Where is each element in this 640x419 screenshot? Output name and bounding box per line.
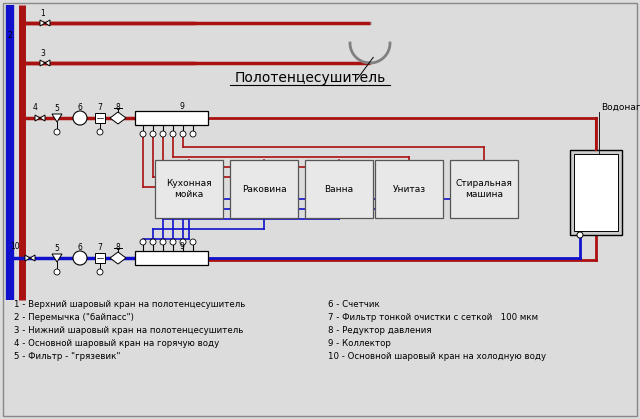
Circle shape xyxy=(140,131,146,137)
Circle shape xyxy=(97,269,103,275)
Text: 8 - Редуктор давления: 8 - Редуктор давления xyxy=(328,326,431,335)
Bar xyxy=(450,160,518,218)
Text: 9: 9 xyxy=(180,102,184,111)
Text: 10: 10 xyxy=(10,242,20,251)
Bar xyxy=(95,113,105,123)
Text: 5: 5 xyxy=(54,244,60,253)
Circle shape xyxy=(190,131,196,137)
Polygon shape xyxy=(45,60,50,66)
Bar xyxy=(305,160,373,218)
Bar xyxy=(95,253,105,263)
Text: 6: 6 xyxy=(77,103,83,112)
Bar xyxy=(230,160,298,218)
Text: 4 - Основной шаровый кран на горячую воду: 4 - Основной шаровый кран на горячую вод… xyxy=(14,339,220,348)
Circle shape xyxy=(54,269,60,275)
Text: Стиральная
машина: Стиральная машина xyxy=(456,179,513,199)
Polygon shape xyxy=(25,255,30,261)
Polygon shape xyxy=(110,112,126,124)
Text: 10 - Основной шаровый кран на холодную воду: 10 - Основной шаровый кран на холодную в… xyxy=(328,352,546,361)
Polygon shape xyxy=(45,20,50,26)
Text: 7: 7 xyxy=(97,243,102,252)
Bar xyxy=(155,160,223,218)
Circle shape xyxy=(180,239,186,245)
Circle shape xyxy=(140,239,146,245)
Polygon shape xyxy=(40,115,45,121)
Circle shape xyxy=(150,239,156,245)
Text: 2 - Перемычка ("байпасс"): 2 - Перемычка ("байпасс") xyxy=(14,313,134,322)
Circle shape xyxy=(97,129,103,135)
Text: 1 - Верхний шаровый кран на полотенцесушитель: 1 - Верхний шаровый кран на полотенцесуш… xyxy=(14,300,245,309)
Polygon shape xyxy=(40,20,45,26)
Text: 8: 8 xyxy=(116,243,120,252)
Bar xyxy=(570,150,622,235)
Circle shape xyxy=(54,129,60,135)
Text: 5 - Фильтр - "грязевик": 5 - Фильтр - "грязевик" xyxy=(14,352,120,361)
Circle shape xyxy=(170,131,176,137)
Bar xyxy=(375,160,443,218)
Circle shape xyxy=(73,111,87,125)
Text: Кухонная
мойка: Кухонная мойка xyxy=(166,179,212,199)
Circle shape xyxy=(160,239,166,245)
Text: Унитаз: Унитаз xyxy=(392,184,426,194)
Text: 3 - Нижний шаровый кран на полотенцесушитель: 3 - Нижний шаровый кран на полотенцесуши… xyxy=(14,326,243,335)
Text: 8: 8 xyxy=(116,103,120,112)
Bar xyxy=(135,111,208,125)
Text: 4: 4 xyxy=(33,103,37,112)
Text: 9: 9 xyxy=(180,242,184,251)
Bar xyxy=(574,154,618,231)
Circle shape xyxy=(180,131,186,137)
Text: 5: 5 xyxy=(54,104,60,113)
Circle shape xyxy=(190,239,196,245)
Text: 9 - Коллектор: 9 - Коллектор xyxy=(328,339,391,348)
Text: 7 - Фильтр тонкой очистки с сеткой   100 мкм: 7 - Фильтр тонкой очистки с сеткой 100 м… xyxy=(328,313,538,322)
Text: 3: 3 xyxy=(40,49,45,58)
Circle shape xyxy=(150,131,156,137)
Text: 6: 6 xyxy=(77,243,83,252)
Circle shape xyxy=(160,131,166,137)
Text: Водонагреватель: Водонагреватель xyxy=(601,103,640,112)
Bar xyxy=(135,251,208,265)
Text: 2: 2 xyxy=(7,31,12,40)
Text: 1: 1 xyxy=(40,9,45,18)
Text: 6 - Счетчик: 6 - Счетчик xyxy=(328,300,380,309)
Circle shape xyxy=(170,239,176,245)
Polygon shape xyxy=(30,255,35,261)
Polygon shape xyxy=(110,252,126,264)
Text: Полотенцесушитель: Полотенцесушитель xyxy=(234,71,386,85)
Polygon shape xyxy=(52,114,62,122)
Polygon shape xyxy=(40,60,45,66)
Circle shape xyxy=(73,251,87,265)
Polygon shape xyxy=(35,115,40,121)
Text: Ванна: Ванна xyxy=(324,184,353,194)
Text: Раковина: Раковина xyxy=(242,184,286,194)
Circle shape xyxy=(577,232,583,238)
Polygon shape xyxy=(52,254,62,262)
Text: 7: 7 xyxy=(97,103,102,112)
